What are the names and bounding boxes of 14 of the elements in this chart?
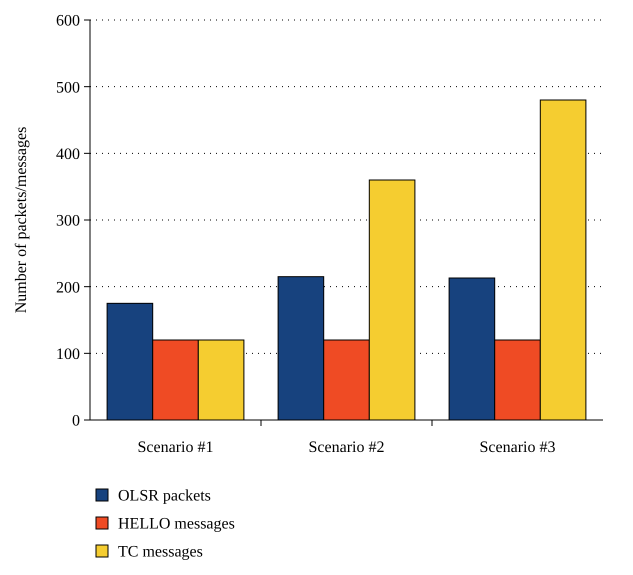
legend-label: TC messages [118, 544, 203, 561]
y-axis-title: Number of packets/messages [13, 126, 30, 314]
y-tick-label: 400 [56, 146, 80, 163]
x-tick-label: Scenario #1 [138, 439, 214, 456]
y-tick-label: 500 [56, 79, 80, 96]
x-tick-label: Scenario #3 [480, 439, 556, 456]
y-tick-label: 200 [56, 279, 80, 296]
y-tick-label: 600 [56, 12, 80, 30]
x-tick-label: Scenario #2 [308, 439, 384, 456]
legend-label: HELLO messages [118, 516, 235, 533]
y-tick-label: 300 [56, 212, 80, 230]
y-tick-label: 0 [72, 412, 80, 430]
legend-label: OLSR packets [118, 488, 211, 505]
y-tick-label: 100 [56, 346, 80, 363]
